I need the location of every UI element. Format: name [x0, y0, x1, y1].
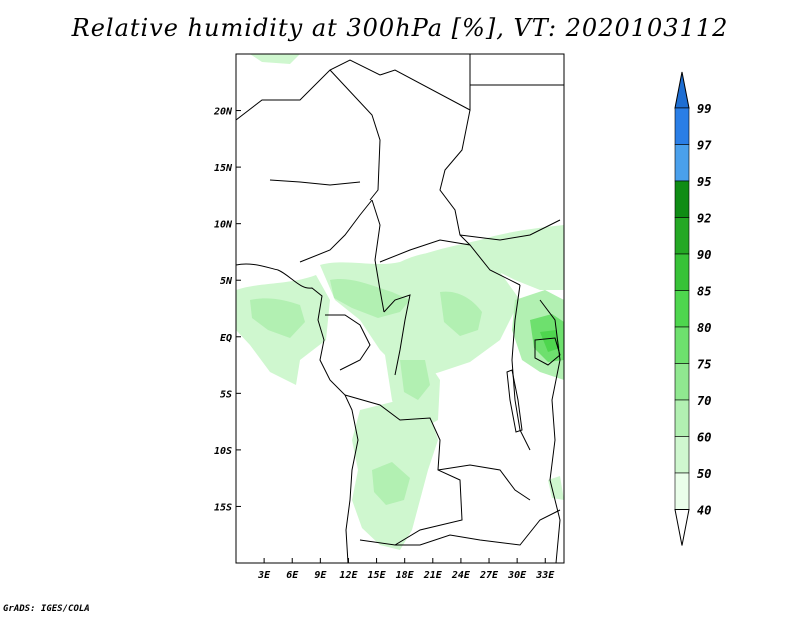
colorbar-segment — [674, 253, 690, 291]
map-frame — [235, 53, 565, 564]
colorbar-label: 97 — [697, 139, 712, 153]
colorbar-label: 95 — [697, 175, 711, 189]
colorbar-segment — [674, 363, 690, 401]
colorbar-segment — [674, 472, 690, 510]
lat-tick-label: 15S — [214, 502, 232, 513]
colorbar-label: 40 — [697, 504, 711, 518]
lon-tick-label: 9E — [314, 570, 327, 581]
humidity-region-northeast — [410, 225, 564, 290]
lon-tick-label: 33E — [535, 570, 555, 581]
border-nigeria-cameroon — [299, 199, 373, 263]
lon-tick-label: 15E — [368, 570, 387, 581]
country-borders — [236, 54, 564, 563]
map-title: Relative humidity at 300hPa [%], VT: 202… — [71, 14, 729, 42]
colorbar-segment — [674, 436, 690, 474]
colorbar-bottom-arrow — [674, 509, 690, 546]
lon-tick-label: 21E — [423, 570, 443, 581]
border-chad-libya — [329, 69, 381, 201]
colorbar-label: 80 — [697, 321, 711, 335]
colorbar-label: 92 — [697, 212, 711, 226]
humidity-region-central-inner — [330, 279, 410, 318]
lake-victoria — [534, 337, 561, 366]
colorbar-top-arrow — [674, 71, 690, 109]
lat-tick-label: 10S — [214, 446, 232, 457]
colorbar-label: 85 — [697, 285, 711, 299]
border-zambia — [437, 464, 531, 501]
colorbar-segment — [674, 399, 690, 437]
humidity-shading — [236, 54, 564, 550]
lon-tick-label: 3E — [257, 570, 271, 581]
humidity-region-north-patch — [250, 54, 300, 64]
humidity-region-lakes-core — [540, 330, 560, 352]
lat-tick-label: 5S — [220, 389, 232, 400]
lat-tick-label: 10N — [214, 220, 233, 231]
lon-tick-label: 27E — [479, 570, 499, 581]
grads-credit: GrADS: IGES/COLA — [3, 604, 90, 614]
latitude-axis: 20N 15N 10N 5N EQ 5S 10S 15S — [213, 107, 241, 513]
humidity-region-guinea-inner — [250, 298, 305, 338]
colorbar-label: 90 — [697, 248, 711, 262]
border-car-drc — [379, 239, 521, 286]
lat-tick-label: 5N — [220, 276, 233, 287]
border-niger-nigeria — [269, 179, 361, 186]
lon-tick-label: 30E — [507, 570, 527, 581]
lon-tick-label: 18E — [396, 570, 415, 581]
colorbar-label: 70 — [697, 394, 711, 408]
border-gabon — [325, 314, 371, 371]
longitude-axis: 3E 6E 9E 12E 15E 18E 21E 24E 27E 30E 33E — [257, 558, 555, 581]
colorbar-segment — [674, 217, 690, 255]
colorbar-segment — [674, 290, 690, 328]
colorbar: 99 97 95 92 90 85 80 75 70 60 50 40 — [674, 71, 712, 546]
humidity-region-east-patch — [548, 476, 564, 500]
lat-tick-label: 20N — [213, 107, 233, 118]
lon-tick-label: 12E — [339, 570, 358, 581]
humidity-region-congo-inner — [400, 360, 430, 400]
border-south-sudan — [459, 219, 561, 241]
border-cameroon-car — [371, 199, 385, 313]
colorbar-label: 60 — [697, 431, 711, 445]
border-east-coast — [539, 299, 561, 563]
humidity-region-central-inner2 — [440, 291, 482, 336]
colorbar-label: 50 — [697, 467, 711, 481]
border-south — [395, 509, 561, 546]
humidity-region-central — [320, 251, 520, 378]
colorbar-segment — [674, 326, 690, 364]
lat-tick-label: 15N — [214, 163, 233, 174]
border-congo-drc — [383, 294, 411, 376]
colorbar-segment — [674, 180, 690, 218]
humidity-region-angola-inner — [372, 462, 410, 505]
colorbar-segment — [674, 144, 690, 182]
colorbar-label: 75 — [697, 358, 711, 372]
border-sahara-north — [236, 54, 471, 121]
lon-tick-label: 6E — [286, 570, 299, 581]
lon-tick-label: 24E — [451, 570, 471, 581]
coastline-west-africa — [236, 263, 359, 563]
lat-tick-label: EQ — [220, 333, 232, 344]
border-chad-sudan — [439, 109, 471, 246]
colorbar-label: 99 — [697, 102, 711, 116]
colorbar-segment — [674, 107, 690, 145]
lake-tanganyika — [506, 369, 523, 433]
